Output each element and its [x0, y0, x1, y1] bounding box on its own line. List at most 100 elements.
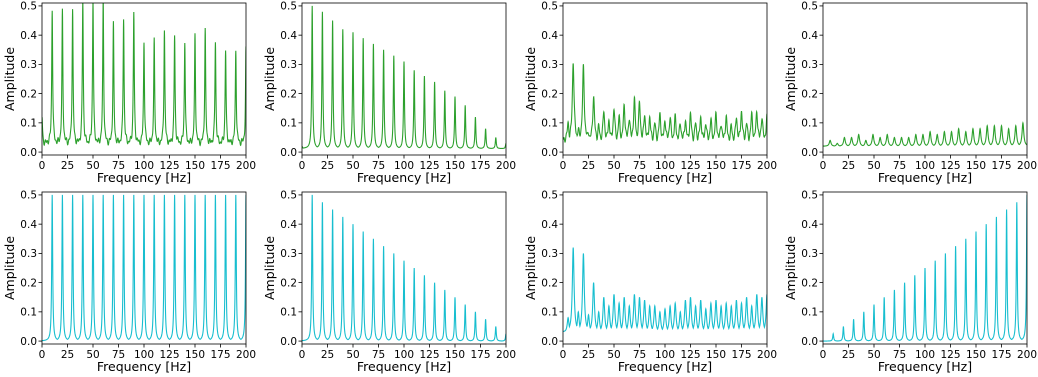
y-tick-label: 0.1: [20, 307, 37, 319]
x-tick-label: 0: [299, 160, 306, 172]
y-tick-label: 0.3: [280, 248, 297, 260]
x-tick-label: 100: [134, 160, 154, 172]
x-tick-label: 0: [820, 349, 827, 361]
y-axis-label: Amplitude: [2, 47, 17, 111]
x-tick-label: 175: [470, 349, 490, 361]
x-tick-label: 75: [112, 349, 125, 361]
series-line-1: [563, 247, 767, 333]
y-tick-label: 0.4: [20, 219, 37, 231]
x-tick-label: 125: [159, 160, 179, 172]
x-tick-label: 50: [607, 160, 620, 172]
y-tick-label: 0.5: [801, 1, 818, 13]
x-tick-label: 50: [346, 349, 359, 361]
x-tick-label: 200: [757, 160, 777, 172]
x-tick-label: 175: [210, 160, 230, 172]
y-axis-label: Amplitude: [262, 47, 277, 111]
x-tick-label: 125: [940, 349, 960, 361]
x-tick-label: 25: [321, 160, 334, 172]
y-tick-label: 0.5: [280, 190, 297, 202]
x-tick-label: 150: [706, 160, 726, 172]
y-tick-label: 0.3: [280, 59, 297, 71]
x-axis-label: Frequency [Hz]: [618, 359, 712, 374]
y-tick-label: 0.2: [20, 88, 37, 100]
subplot-2: 0 25 50 75 100 125 150 175 200 0.0 0.1 0.2 0.3 0.4 0.5…: [262, 1, 516, 185]
y-tick-label: 0.2: [20, 277, 37, 289]
y-tick-label: 0.2: [801, 277, 818, 289]
x-tick-label: 75: [893, 349, 906, 361]
x-tick-label: 150: [445, 349, 465, 361]
x-tick-label: 25: [61, 349, 74, 361]
x-tick-label: 125: [419, 349, 439, 361]
x-tick-label: 150: [445, 160, 465, 172]
x-tick-label: 0: [560, 349, 567, 361]
x-tick-label: 50: [867, 349, 880, 361]
x-tick-label: 200: [236, 160, 256, 172]
series-line-1: [823, 121, 1027, 147]
x-tick-label: 50: [607, 349, 620, 361]
x-tick-label: 75: [112, 160, 125, 172]
y-tick-label: 0.5: [541, 1, 558, 13]
y-tick-label: 0.0: [280, 147, 297, 159]
x-tick-label: 150: [966, 349, 986, 361]
x-tick-label: 0: [560, 160, 567, 172]
y-axis-label: Amplitude: [262, 236, 277, 300]
x-tick-label: 125: [419, 160, 439, 172]
x-tick-label: 50: [86, 160, 99, 172]
y-tick-label: 0.1: [541, 307, 558, 319]
y-tick-label: 0.5: [541, 190, 558, 202]
x-tick-label: 150: [185, 160, 205, 172]
y-tick-label: 0.3: [541, 248, 558, 260]
x-tick-label: 150: [966, 160, 986, 172]
y-tick-label: 0.0: [541, 336, 558, 348]
x-tick-label: 25: [321, 349, 334, 361]
x-tick-label: 100: [655, 349, 675, 361]
y-tick-label: 0.3: [20, 248, 37, 260]
x-tick-label: 200: [236, 349, 256, 361]
y-axis-label: Amplitude: [523, 47, 538, 111]
x-tick-label: 200: [1017, 160, 1037, 172]
subplot-7: 0 25 50 75 100 125 150 175 200 0.0 0.1 0.2 0.3 0.4 0.5…: [523, 190, 777, 374]
x-tick-label: 0: [820, 160, 827, 172]
series-line-1: [823, 194, 1027, 342]
subplot-1: 0 25 50 75 100 125 150 175 200 0.0 0.1 0.2 0.3 0.4 0.5…: [2, 1, 256, 185]
x-tick-label: 0: [39, 160, 46, 172]
series-line-1: [42, 3, 246, 147]
series-line-1: [42, 194, 246, 342]
y-axis-label: Amplitude: [523, 236, 538, 300]
x-tick-label: 125: [680, 349, 700, 361]
x-tick-label: 200: [496, 349, 516, 361]
x-tick-label: 75: [633, 160, 646, 172]
y-tick-label: 0.0: [541, 147, 558, 159]
y-tick-label: 0.3: [801, 59, 818, 71]
x-tick-label: 125: [159, 349, 179, 361]
y-tick-label: 0.4: [541, 30, 558, 42]
y-tick-label: 0.1: [280, 307, 297, 319]
y-tick-label: 0.1: [801, 118, 818, 130]
x-tick-label: 150: [185, 349, 205, 361]
x-tick-label: 175: [210, 349, 230, 361]
y-tick-label: 0.5: [801, 190, 818, 202]
plot-frame: [822, 2, 1028, 156]
x-tick-label: 50: [346, 160, 359, 172]
x-tick-label: 25: [61, 160, 74, 172]
x-tick-label: 100: [394, 160, 414, 172]
x-tick-label: 200: [496, 160, 516, 172]
y-tick-label: 0.4: [541, 219, 558, 231]
y-tick-label: 0.1: [280, 118, 297, 130]
x-tick-label: 50: [86, 349, 99, 361]
x-axis-label: Frequency [Hz]: [357, 170, 451, 185]
x-tick-label: 100: [394, 349, 414, 361]
x-tick-label: 200: [1017, 349, 1037, 361]
series-line-1: [302, 194, 506, 342]
y-axis-label: Amplitude: [783, 236, 798, 300]
x-axis-label: Frequency [Hz]: [878, 170, 972, 185]
y-tick-label: 0.0: [20, 147, 37, 159]
y-tick-label: 0.4: [801, 30, 818, 42]
y-tick-label: 0.4: [280, 219, 297, 231]
y-tick-label: 0.5: [20, 190, 37, 202]
x-tick-label: 25: [582, 349, 595, 361]
x-tick-label: 25: [842, 160, 855, 172]
y-tick-label: 0.4: [801, 219, 818, 231]
x-tick-label: 75: [893, 160, 906, 172]
